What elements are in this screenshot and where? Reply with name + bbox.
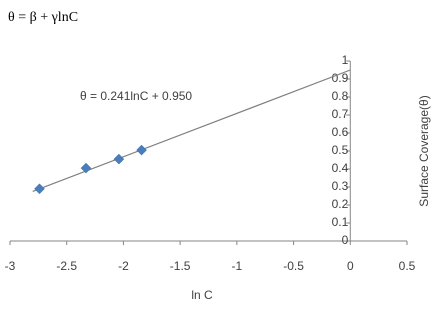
point	[113, 153, 125, 165]
y-tick-label: 0	[342, 233, 349, 247]
x-tick-label: -2	[118, 259, 129, 273]
y-tick-label: 0.4	[332, 161, 349, 175]
y-tick-label: 0.1	[332, 215, 349, 229]
x-tick-label: -3	[5, 259, 16, 273]
x-tick-label: 0	[347, 259, 354, 273]
y-axis-label: Surface Coverage(θ)	[417, 95, 431, 206]
y-tick-label: 0.8	[332, 89, 349, 103]
point	[136, 144, 147, 156]
y-tick-label: 0.3	[332, 179, 349, 193]
x-tick-label: -2.5	[56, 259, 77, 273]
y-tick-label: 0.5	[332, 143, 349, 157]
point	[80, 162, 92, 174]
y-tick-label: 0.7	[332, 107, 349, 121]
y-tick-label: 0.2	[332, 197, 349, 211]
x-tick-label: -1.5	[170, 259, 191, 273]
point	[34, 183, 45, 195]
y-tick-label: 0.9	[332, 71, 349, 85]
x-tick-label: -0.5	[283, 259, 304, 273]
y-tick-label: 0.6	[332, 125, 349, 139]
x-axis-label: ln C	[191, 288, 213, 302]
trendline-label: θ = 0.241lnC + 0.950	[80, 89, 192, 103]
chart-title: θ = β + γlnC	[8, 10, 78, 25]
y-tick-label: 1	[342, 53, 349, 67]
x-tick-label: -1	[232, 259, 243, 273]
x-tick-label: 0.5	[399, 259, 416, 273]
